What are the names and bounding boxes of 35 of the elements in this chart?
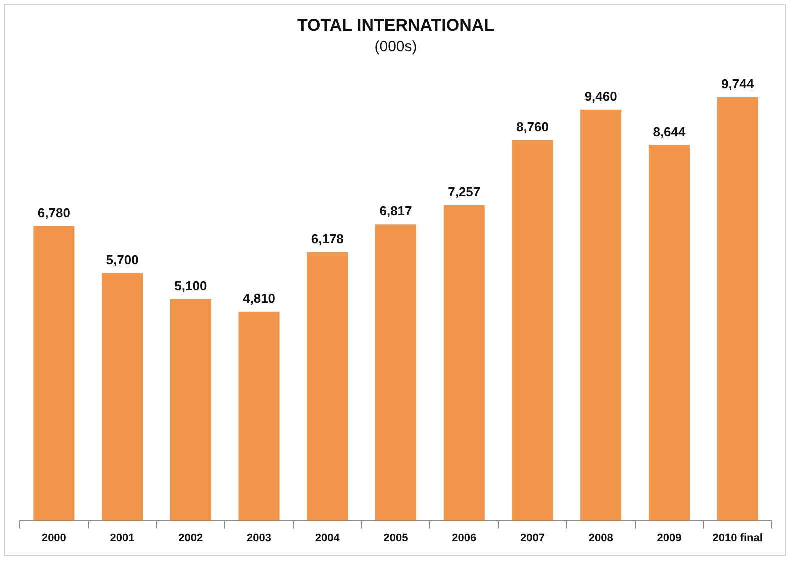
data-label: 7,257 [448, 184, 481, 200]
data-label: 9,460 [584, 88, 618, 104]
data-label: 5,700 [106, 252, 139, 268]
bar [238, 312, 280, 521]
x-tick-label: 2008 [588, 532, 614, 544]
chart-title: TOTAL INTERNATIONAL [297, 16, 495, 35]
bar [512, 140, 554, 521]
x-tick-label: 2001 [110, 532, 135, 544]
bar [34, 226, 75, 521]
bar [444, 206, 485, 521]
data-label: 4,810 [243, 290, 276, 306]
bar [375, 224, 417, 521]
x-tick-label: 2004 [315, 532, 341, 544]
x-tick-label: 2006 [452, 532, 477, 544]
bar [717, 98, 758, 521]
bar [580, 110, 622, 521]
data-label: 5,100 [174, 278, 208, 294]
data-label: 8,644 [653, 124, 686, 140]
data-label: 8,760 [516, 119, 549, 134]
data-label: 6,178 [311, 232, 344, 247]
x-tick-label: 2002 [178, 532, 204, 544]
x-tick-label: 2010 final [712, 532, 763, 544]
x-tick-label: 2003 [247, 532, 272, 544]
bar [307, 252, 348, 521]
data-label: 9,744 [722, 76, 755, 92]
x-tick-label: 2009 [657, 532, 682, 544]
data-label: 6,780 [38, 205, 70, 220]
bar [648, 145, 690, 521]
x-tick-label: 2000 [42, 532, 66, 544]
x-tick-label: 2005 [384, 532, 408, 544]
bar [102, 273, 144, 521]
chart-subtitle: (000s) [374, 38, 418, 56]
data-label: 6,817 [380, 204, 412, 219]
bar [170, 299, 212, 521]
x-tick-label: 2007 [520, 532, 545, 544]
